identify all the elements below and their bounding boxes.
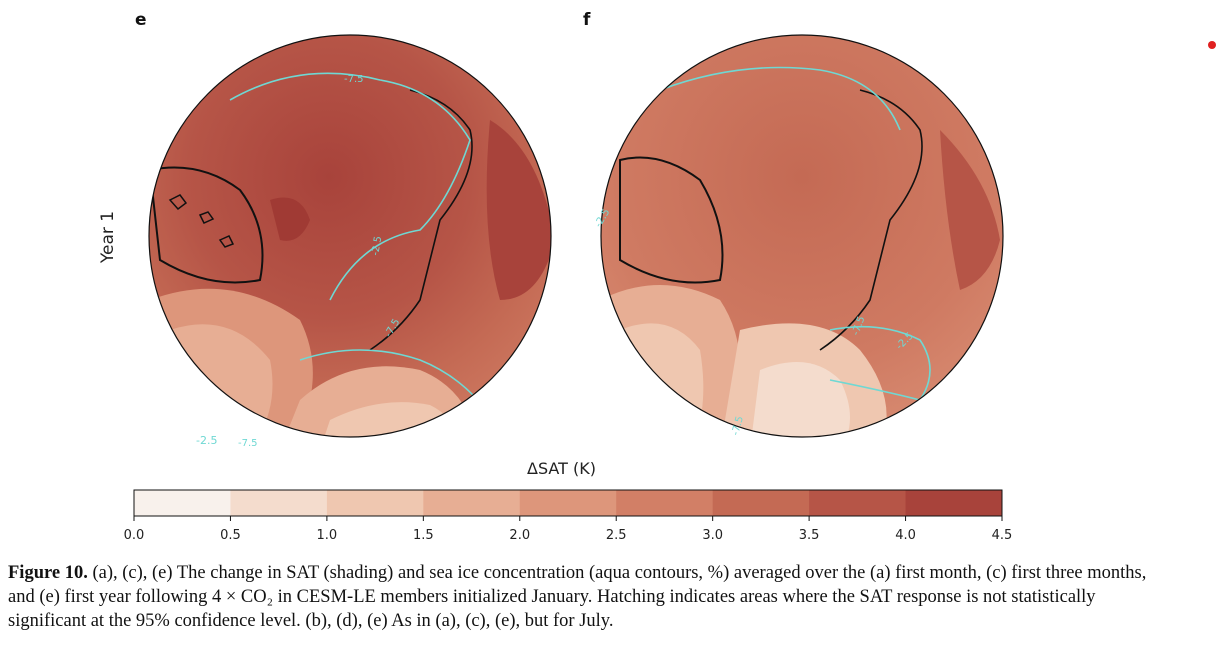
- map-panel-e: [149, 35, 551, 437]
- panel-label-e: e: [135, 10, 147, 30]
- colorbar-title: ΔSAT (K): [527, 459, 596, 478]
- colorbar-segment: [230, 490, 328, 516]
- panel-label-f: f: [583, 10, 591, 30]
- colorbar-tick-label: 0.5: [220, 528, 241, 543]
- colorbar-tick-label: 4.5: [991, 528, 1013, 543]
- colorbar-tick-label: 4.0: [895, 528, 916, 543]
- contour-label: -7.5: [238, 438, 258, 449]
- colorbar-tick-label: 3.0: [702, 528, 723, 543]
- colorbar-segment: [616, 490, 714, 516]
- map-outline-e: [148, 34, 552, 438]
- colorbar-tick-label: 0.0: [123, 528, 145, 543]
- figure-canvas: -7.5 -2.5 -7.5 -2.5 -7.5 -2.5 -7.5 -2.5 …: [133, 34, 1004, 521]
- contour-label: -7.5: [344, 74, 364, 85]
- colorbar-segment: [134, 490, 231, 516]
- colorbar-tick-label: 2.5: [605, 528, 627, 543]
- colorbar-segment: [905, 490, 1003, 516]
- colorbar-segment: [423, 490, 521, 516]
- colorbar-segment: [326, 490, 424, 516]
- caption-lead: Figure 10.: [8, 563, 88, 583]
- colorbar-tick-label: 1.0: [316, 528, 338, 543]
- colorbar-border: [133, 489, 1003, 517]
- colorbar-segment: [809, 490, 907, 516]
- contour-label: -7.5: [730, 415, 746, 437]
- caption-text: (a), (c), (e) The change in SAT (shading…: [8, 563, 1147, 631]
- colorbar-segment: [519, 490, 617, 516]
- map-outline-f: [600, 34, 1004, 438]
- contour-label: -2.5: [370, 235, 384, 256]
- red-dot: [1208, 41, 1216, 49]
- colorbar-segment: [712, 490, 810, 516]
- colorbar-tick-label: 3.5: [798, 528, 820, 543]
- figure-caption: Figure 10. (a), (c), (e) The change in S…: [8, 561, 1168, 633]
- colorbar-tick-label: 2.0: [509, 528, 531, 543]
- contour-label: -2.5: [196, 434, 217, 447]
- map-panel-f: [601, 35, 1003, 437]
- colorbar-tick-label: 1.5: [412, 528, 434, 543]
- colorbar: [133, 489, 1003, 521]
